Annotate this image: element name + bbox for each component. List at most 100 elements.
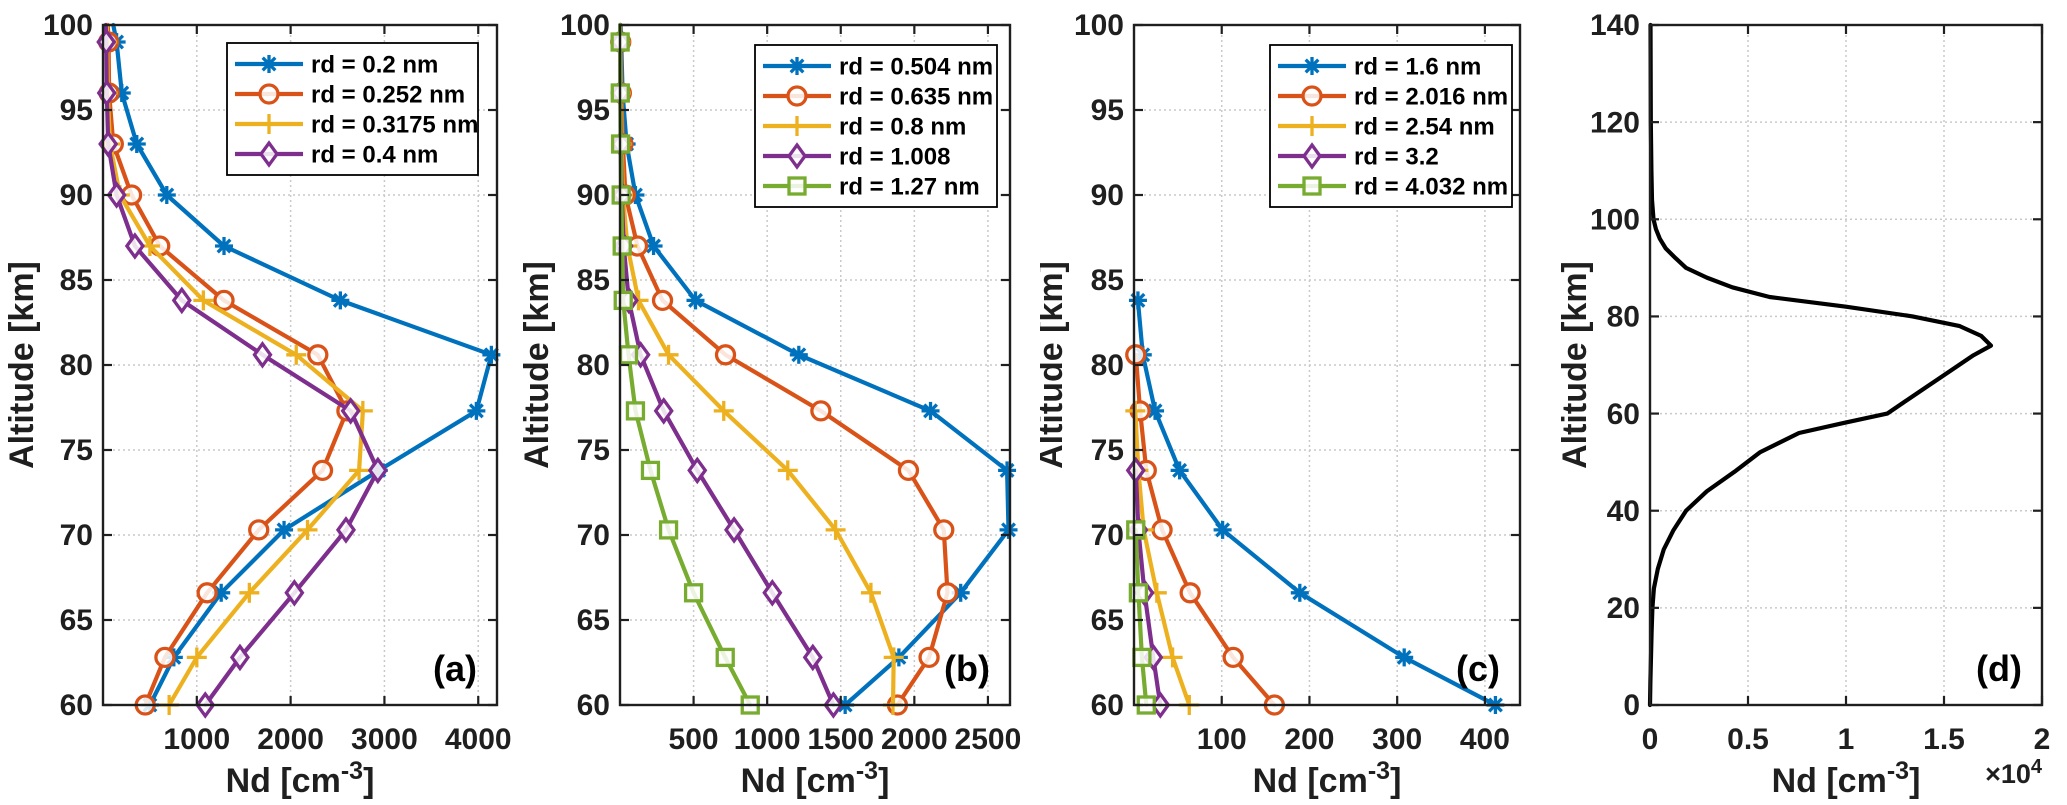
x-tick-label: 400	[1460, 723, 1510, 756]
legend-label: rd = 0.2 nm	[311, 51, 438, 78]
x-tick-label: 1000	[163, 723, 230, 756]
legend-entry: rd = 2.54 nm	[1278, 113, 1495, 140]
x-tick-label: 200	[1284, 723, 1334, 756]
legend-label: rd = 0.635 nm	[839, 83, 993, 110]
axes	[101, 23, 499, 707]
series-0	[1128, 291, 1505, 714]
x-tick-label: 100	[1197, 723, 1247, 756]
series-line	[1135, 298, 1498, 708]
y-tick-label: 75	[577, 434, 610, 467]
legend-label: rd = 3.2	[1354, 143, 1439, 170]
legend-entry: rd = 3.2	[1278, 142, 1439, 170]
legend-entry: rd = 1.27 nm	[763, 173, 980, 200]
panel-letter: (d)	[1976, 648, 2022, 689]
y-tick-label: 0	[1623, 689, 1640, 722]
legend-entry: rd = 0.635 nm	[763, 83, 993, 110]
y-tick-label: 120	[1590, 106, 1640, 139]
legend-entry: rd = 0.2 nm	[235, 51, 438, 78]
tick-labels: 1000 2000 3000 4000 60 65 70 75 80 85 90 95 100	[43, 9, 512, 756]
x-tick-label: 300	[1372, 723, 1422, 756]
axis-exponent-label: ×104	[1985, 756, 2043, 789]
legend-label: rd = 1.27 nm	[839, 173, 980, 200]
y-tick-label: 60	[60, 689, 93, 722]
legend-label: rd = 4.032 nm	[1354, 173, 1508, 200]
panel-b-chart: 500 1000 1500 2000 2500 60 65 70 75 80 85 90 95 100 Nd…	[520, 9, 1021, 800]
y-tick-label: 100	[560, 9, 610, 42]
panel-letter: (a)	[433, 648, 477, 689]
legend-entry: rd = 0.252 nm	[235, 81, 465, 108]
legend-label: rd = 1.6 nm	[1354, 53, 1481, 80]
legend-entry: rd = 2.016 nm	[1278, 83, 1508, 110]
y-tick-label: 60	[577, 689, 610, 722]
y-tick-label: 90	[577, 179, 610, 212]
y-tick-label: 70	[60, 519, 93, 552]
legend-label: rd = 0.3175 nm	[311, 111, 478, 138]
y-tick-label: 80	[577, 349, 610, 382]
y-tick-label: 100	[1074, 9, 1124, 42]
x-tick-label: 500	[669, 723, 719, 756]
tick-labels: 100 200 300 400 60 65 70 75 80 85 90 95 100	[1074, 9, 1510, 756]
x-tick-label: 2500	[955, 723, 1022, 756]
legend-label: rd = 0.8 nm	[839, 113, 966, 140]
y-tick-label: 80	[1091, 349, 1124, 382]
y-axis-label: Altitude [km]	[1040, 261, 1070, 469]
x-tick-label: 2	[2034, 723, 2051, 756]
y-tick-label: 85	[1091, 264, 1124, 297]
legend-entry: rd = 0.504 nm	[763, 53, 993, 80]
y-tick-label: 70	[577, 519, 610, 552]
y-tick-label: 20	[1607, 592, 1640, 625]
y-tick-label: 100	[1590, 203, 1640, 236]
x-tick-label: 3000	[351, 723, 418, 756]
y-tick-label: 75	[60, 434, 93, 467]
legend: rd = 0.2 nm rd = 0.252 nm rd = 0.3175 nm rd…	[226, 42, 479, 176]
x-axis-label: Nd [cm-3]	[1253, 757, 1402, 800]
asterisk-markers	[1128, 291, 1505, 714]
y-tick-label: 60	[1607, 398, 1640, 431]
x-tick-label: 0	[1642, 723, 1659, 756]
y-axis-label: Altitude [km]	[520, 261, 556, 469]
x-axis-label: Nd [cm-3]	[741, 757, 890, 800]
axes	[618, 23, 1012, 707]
y-tick-label: 90	[1091, 179, 1124, 212]
y-tick-label: 140	[1590, 9, 1640, 42]
legend-label: rd = 0.504 nm	[839, 53, 993, 80]
tick-labels: 500 1000 1500 2000 2500 60 65 70 75 80 85 90 95 100	[560, 9, 1021, 756]
legend-label: rd = 0.4 nm	[311, 141, 438, 168]
x-tick-label: 2000	[881, 723, 948, 756]
legend: rd = 0.504 nm rd = 0.635 nm rd = 0.8 nm rd …	[754, 44, 998, 208]
diamond-markers	[96, 28, 388, 719]
legend-entry: rd = 0.8 nm	[763, 113, 966, 140]
legend-label: rd = 0.252 nm	[311, 81, 465, 108]
x-tick-label: 0.5	[1727, 723, 1769, 756]
legend-label: rd = 2.54 nm	[1354, 113, 1495, 140]
y-tick-label: 85	[60, 264, 93, 297]
x-tick-label: 1.5	[1923, 723, 1965, 756]
x-axis-label: Nd [cm-3]	[226, 757, 375, 800]
y-axis-label: Altitude [km]	[1560, 261, 1594, 469]
square-markers	[610, 32, 760, 715]
y-tick-label: 75	[1091, 434, 1124, 467]
y-tick-label: 65	[1091, 604, 1124, 637]
legend-entry: rd = 1.008	[763, 142, 950, 170]
series-0	[1647, 22, 1994, 708]
axes	[1648, 23, 2044, 707]
x-tick-label: 4000	[445, 723, 512, 756]
x-tick-label: 1	[1838, 723, 1855, 756]
y-tick-label: 100	[43, 9, 93, 42]
axes	[1132, 23, 1522, 707]
y-axis-label: Altitude [km]	[3, 261, 41, 469]
y-tick-label: 95	[1091, 94, 1124, 127]
grid	[1134, 25, 1520, 705]
legend-entry: rd = 4.032 nm	[1278, 173, 1508, 200]
y-tick-label: 70	[1091, 519, 1124, 552]
y-tick-label: 40	[1607, 495, 1640, 528]
legend-label: rd = 1.008	[839, 143, 950, 170]
legend-entry: rd = 1.6 nm	[1278, 53, 1481, 80]
x-axis-label: Nd [cm-3]	[1772, 757, 1921, 800]
y-tick-label: 80	[60, 349, 93, 382]
y-tick-label: 90	[60, 179, 93, 212]
y-tick-label: 65	[577, 604, 610, 637]
y-tick-label: 85	[577, 264, 610, 297]
